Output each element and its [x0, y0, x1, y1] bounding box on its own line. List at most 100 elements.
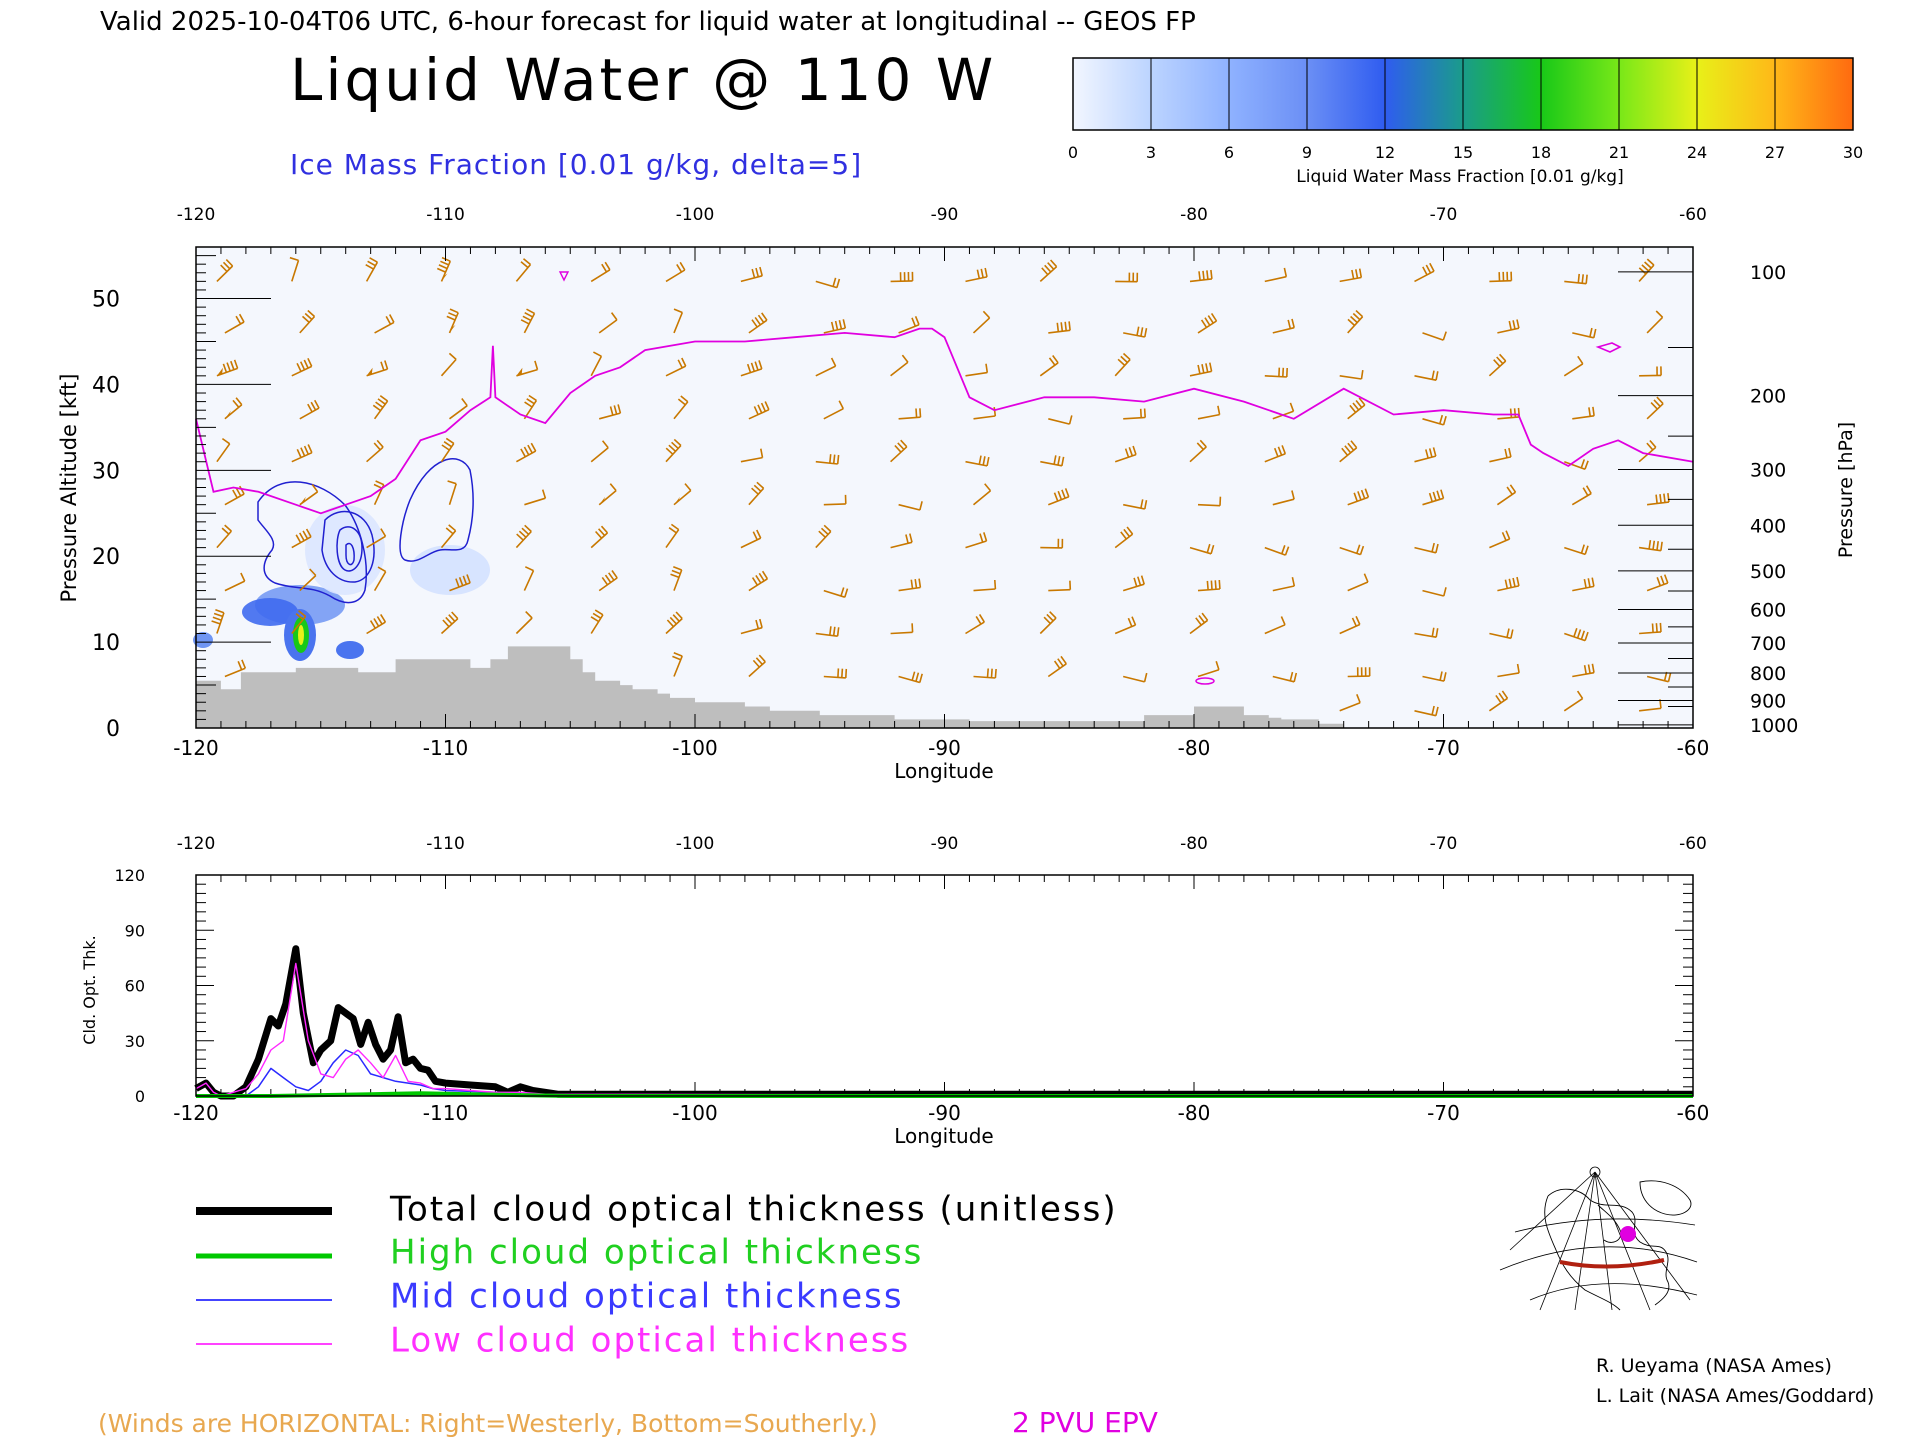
- wind-barb: [898, 408, 922, 420]
- wind-barb-feather: [752, 531, 758, 541]
- wind-barb-feather: [1057, 456, 1061, 466]
- wind-barb-feather: [668, 444, 677, 452]
- wind-barb: [1048, 415, 1073, 425]
- wind-barb-feather: [226, 362, 231, 372]
- wind-barb-feather: [1123, 528, 1131, 537]
- wind-barb-feather: [832, 626, 836, 636]
- wind-barb-staff: [1039, 362, 1059, 377]
- x-tick-label: -80: [1178, 736, 1211, 760]
- x-tick-label: -100: [672, 736, 717, 760]
- wind-barb-feather: [377, 398, 386, 405]
- wind-barb-feather: [1644, 261, 1652, 269]
- wind-barb-staff: [890, 631, 913, 635]
- wind-barb-feather: [608, 572, 615, 581]
- wind-barb-feather: [1585, 274, 1588, 284]
- wind-barb: [1039, 355, 1059, 377]
- wind-barb-feather: [526, 308, 535, 315]
- wind-barb-feather: [829, 626, 832, 636]
- wind-barb-staff: [224, 667, 246, 678]
- wind-barb-feather: [1057, 490, 1063, 500]
- wind-barb-pennant: [224, 410, 231, 419]
- wind-barb-feather: [750, 362, 756, 372]
- optical-thickness-frame: [195, 874, 1694, 1097]
- wind-barb-feather: [441, 256, 451, 262]
- wind-barb-feather: [1283, 267, 1288, 277]
- wind-barb: [823, 494, 847, 506]
- wind-barb-feather: [845, 668, 848, 678]
- wind-barb-feather: [982, 456, 986, 466]
- wind-barb: [1189, 362, 1213, 377]
- wind-barb-feather: [238, 313, 245, 323]
- wind-barb-feather: [1350, 315, 1358, 324]
- wind-barb-feather: [369, 620, 376, 629]
- wind-barb-feather: [984, 267, 988, 278]
- wind-barb-feather: [617, 404, 622, 414]
- wind-barb-feather: [900, 439, 908, 448]
- wind-barb: [965, 363, 989, 377]
- wind-barb-staff: [665, 444, 682, 463]
- legend-mid: Mid cloud optical thickness: [390, 1277, 904, 1317]
- wind-barb-feather: [1660, 575, 1665, 585]
- wind-barb-staff: [1347, 404, 1366, 420]
- x-tick-label: -70: [1427, 1101, 1460, 1125]
- wind-barb-staff: [1639, 707, 1662, 712]
- wind-barb-feather: [990, 668, 993, 678]
- liquid-water-field: [193, 505, 1215, 685]
- legend-low: Low cloud optical thickness: [390, 1321, 910, 1361]
- wind-barb-feather: [909, 533, 913, 543]
- y-tick-label: 40: [92, 373, 120, 398]
- wind-barb-feather: [1044, 264, 1052, 273]
- wind-barb-staff: [1646, 675, 1669, 683]
- wind-barb-feather: [1347, 318, 1356, 327]
- wind-barb-feather: [384, 360, 389, 370]
- wind-barb-feather: [1655, 494, 1658, 504]
- credit-lait: L. Lait (NASA Ames/Goddard): [1596, 1385, 1874, 1407]
- wind-barb-staff: [1339, 623, 1361, 635]
- liquid-water-blob: [242, 598, 298, 626]
- wind-barb-feather: [1587, 664, 1591, 674]
- wind-barb: [1189, 612, 1209, 635]
- wind-barb-staff: [1047, 663, 1067, 678]
- wind-barb-feather: [1577, 273, 1580, 283]
- wind-barb-feather: [759, 618, 763, 628]
- wind-barb-feather: [311, 484, 319, 493]
- wind-barb-staff: [1414, 270, 1435, 283]
- wind-barb-feather: [1210, 312, 1218, 322]
- wind-barb-feather: [756, 529, 762, 539]
- wind-barb-feather: [449, 308, 459, 314]
- colorbar-tick-label: 6: [1224, 143, 1234, 162]
- wind-barb-feather: [600, 525, 609, 534]
- wind-barb-feather: [541, 489, 547, 499]
- wind-barb-feather: [595, 530, 603, 539]
- wind-barb-staff: [440, 442, 455, 463]
- wind-barb-feather: [751, 487, 759, 495]
- wind-barb-feather: [1660, 541, 1663, 551]
- wind-barb-feather: [604, 261, 611, 271]
- wind-barb-feather: [1513, 408, 1517, 418]
- wind-barb-feather: [527, 444, 533, 454]
- wind-barb-feather: [307, 309, 316, 318]
- wind-barb-feather: [289, 256, 299, 262]
- wind-barb: [1647, 493, 1670, 506]
- wind-barb-feather: [834, 320, 839, 330]
- wind-barb: [1189, 543, 1215, 555]
- wind-barb-feather: [1064, 488, 1070, 498]
- wind-barb-feather: [225, 259, 234, 267]
- wind-barb-feather: [1053, 492, 1059, 502]
- wind-barb-staff: [1497, 416, 1520, 420]
- ice-contour: [321, 510, 375, 583]
- colorbar: 0 3 6 9 12 15 18 21 24 27 30: [1068, 57, 1863, 162]
- wind-barb-staff: [1040, 460, 1063, 467]
- wind-barb-feather: [213, 612, 223, 618]
- series-line-total: [194, 945, 1693, 1100]
- wind-barb-staff: [515, 263, 532, 282]
- wind-barb: [1114, 445, 1137, 463]
- wind-barb-feather: [1349, 404, 1357, 413]
- wind-barb-feather: [1435, 543, 1439, 553]
- wind-barb-feather: [1206, 580, 1209, 590]
- wind-barb-staff: [1489, 538, 1510, 549]
- wind-barb-feather: [1496, 356, 1504, 365]
- wind-barb-staff: [1264, 375, 1287, 378]
- wind-barb-feather: [1284, 546, 1290, 556]
- wind-barb-pennant: [441, 273, 448, 282]
